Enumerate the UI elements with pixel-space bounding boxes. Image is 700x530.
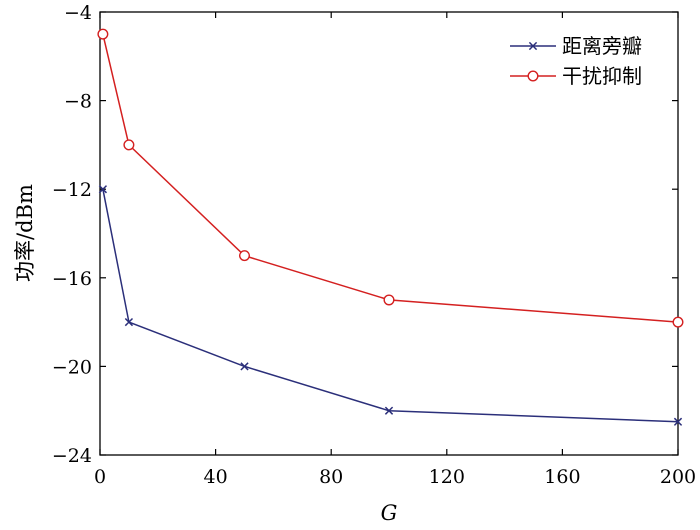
series-1-point (124, 317, 134, 327)
x-axis-title: G (381, 501, 398, 525)
x-tick-label: 200 (660, 466, 696, 488)
y-tick-label: −8 (64, 91, 92, 113)
series-1-point (240, 362, 249, 371)
series-1-point (673, 417, 683, 426)
y-tick-label: −4 (64, 2, 92, 24)
x-tick-label: 0 (94, 466, 106, 488)
series-2-point (672, 316, 684, 328)
series-1-point (98, 185, 108, 194)
y-tick-label: −16 (52, 268, 92, 290)
x-tick-label: 160 (544, 466, 580, 488)
x-tick-label: 80 (319, 466, 343, 488)
series-2-point (123, 139, 135, 151)
series-layer (97, 28, 684, 426)
legend-label: 干扰抑制 (562, 64, 642, 88)
plot-frame (99, 11, 679, 456)
legend-label: 距离旁瓣 (562, 34, 642, 58)
series-1-point (384, 406, 394, 415)
y-tick-label: −20 (52, 356, 92, 378)
y-axis-title: 功率/dBm (13, 184, 37, 282)
y-tick-label: −24 (52, 445, 92, 467)
series-2-point (97, 28, 109, 40)
series-line-1 (102, 189, 679, 423)
series-2-point (238, 250, 250, 262)
y-tick-label: −12 (52, 179, 92, 201)
series-2-point (383, 294, 395, 306)
legend-marker (527, 70, 539, 82)
axis-ticks: 0 40 80 120 160 200 −4 −8 −12 −16 −20 −24 (52, 2, 696, 488)
legend-marker (528, 41, 538, 51)
x-tick-label: 40 (204, 466, 228, 488)
x-tick-label: 120 (429, 466, 465, 488)
